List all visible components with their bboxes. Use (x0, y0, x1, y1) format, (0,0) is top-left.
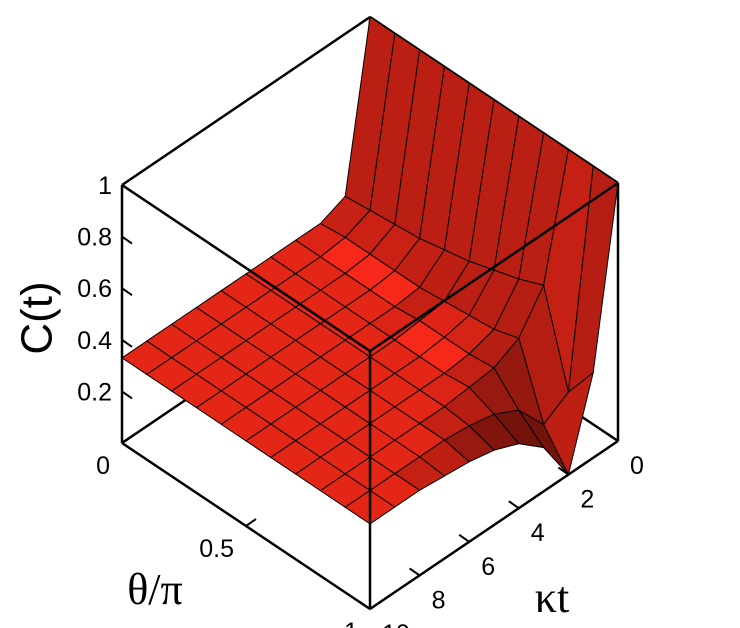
y-tick (607, 433, 619, 442)
z-tick (121, 338, 133, 348)
y-tick-label: 0 (630, 452, 644, 480)
z-tick (121, 184, 133, 193)
z-tick-label: 1 (98, 172, 112, 200)
box-edge (121, 183, 371, 353)
box-edge (369, 181, 619, 353)
y-tick (409, 567, 421, 577)
box-edge (121, 15, 371, 187)
y-tick (359, 601, 371, 610)
x-axis-title: θ/π (127, 565, 183, 614)
x-tick-label: 0.5 (199, 535, 234, 563)
z-tick-label: 0.6 (77, 275, 112, 303)
y-tick-label: 4 (531, 519, 545, 547)
x-tick (121, 435, 133, 444)
y-axis-title: κt (535, 573, 569, 622)
y-tick-label: 8 (432, 586, 446, 614)
z-tick (121, 287, 133, 297)
z-tick-label: 0.2 (77, 378, 112, 406)
x-tick (245, 518, 257, 527)
y-tick-label: 2 (580, 486, 594, 514)
x-tick-label: 1 (344, 618, 358, 628)
z-axis-title: C(t) (13, 281, 62, 354)
box-edge (369, 439, 619, 611)
y-tick-label: 6 (481, 553, 495, 581)
z-tick-label: 0.4 (77, 327, 112, 355)
y-tick (458, 533, 470, 543)
z-tick (121, 390, 133, 400)
z-tick-label: 0.8 (77, 224, 112, 252)
x-tick (369, 601, 381, 610)
y-tick (557, 466, 569, 476)
z-tick (121, 235, 133, 245)
y-tick (508, 500, 520, 510)
x-tick-label: 0 (96, 452, 110, 480)
y-tick-label: 10 (382, 620, 410, 628)
